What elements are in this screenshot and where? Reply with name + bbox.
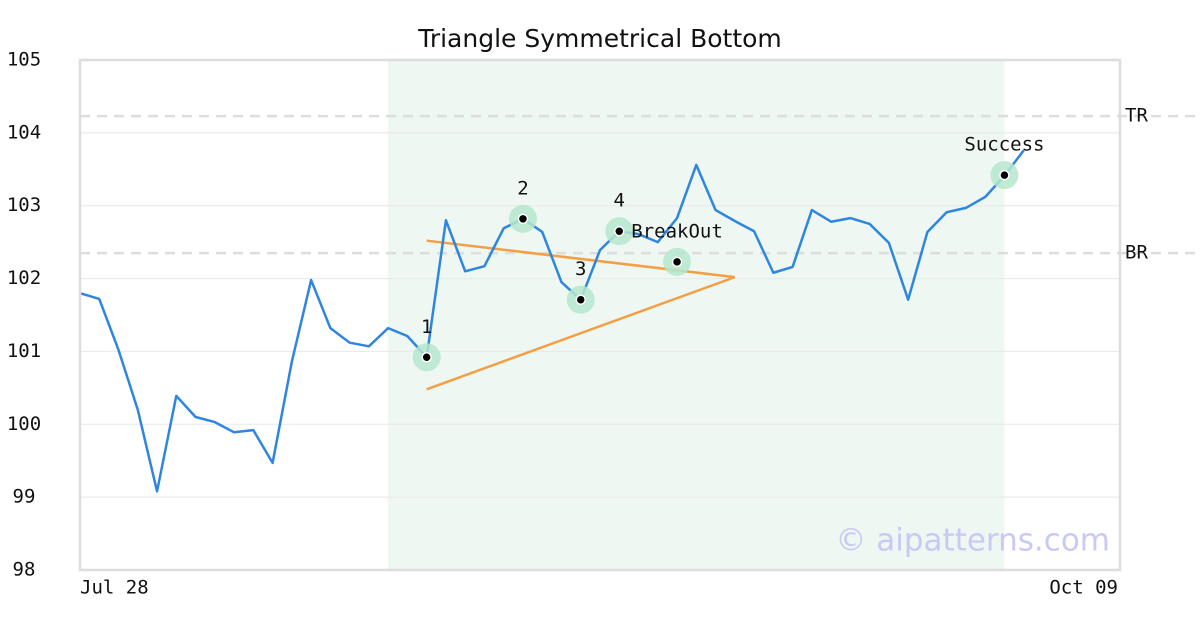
marker-dot: [671, 256, 683, 268]
marker-label: 2: [517, 177, 528, 199]
marker-label: Success: [964, 134, 1044, 156]
x-tick-label: Jul 28: [80, 577, 149, 599]
y-tick-label: 101: [7, 340, 41, 362]
price-line: [79, 149, 1025, 493]
plot-frame: [78, 58, 1122, 572]
marker-dot: [517, 213, 529, 225]
y-tick-label: 102: [7, 267, 41, 289]
marker-label: 4: [614, 190, 625, 212]
marker-label: 1: [421, 316, 432, 338]
chart-title: Triangle Symmetrical Bottom: [417, 24, 782, 53]
reference-label: TR: [1125, 105, 1148, 127]
marker-dot: [575, 294, 586, 305]
marker-dot: [421, 352, 432, 363]
y-tick-label: 105: [7, 49, 41, 71]
y-tick-label: 104: [7, 121, 41, 143]
trend-line: [426, 275, 736, 391]
y-tick-label: 99: [13, 486, 36, 508]
x-tick-label: Oct 09: [1049, 577, 1118, 599]
marker-dot: [614, 225, 625, 237]
reference-label: BR: [1125, 242, 1148, 264]
marker-label: 3: [575, 258, 586, 280]
y-tick-label: 98: [13, 559, 36, 581]
y-tick-label: 100: [7, 413, 41, 435]
watermark: © aipatterns.com: [835, 523, 1110, 559]
pattern-region: [388, 60, 1005, 570]
y-tick-label: 103: [7, 194, 41, 216]
marker-label: BreakOut: [631, 220, 723, 242]
marker-dot: [999, 169, 1010, 181]
